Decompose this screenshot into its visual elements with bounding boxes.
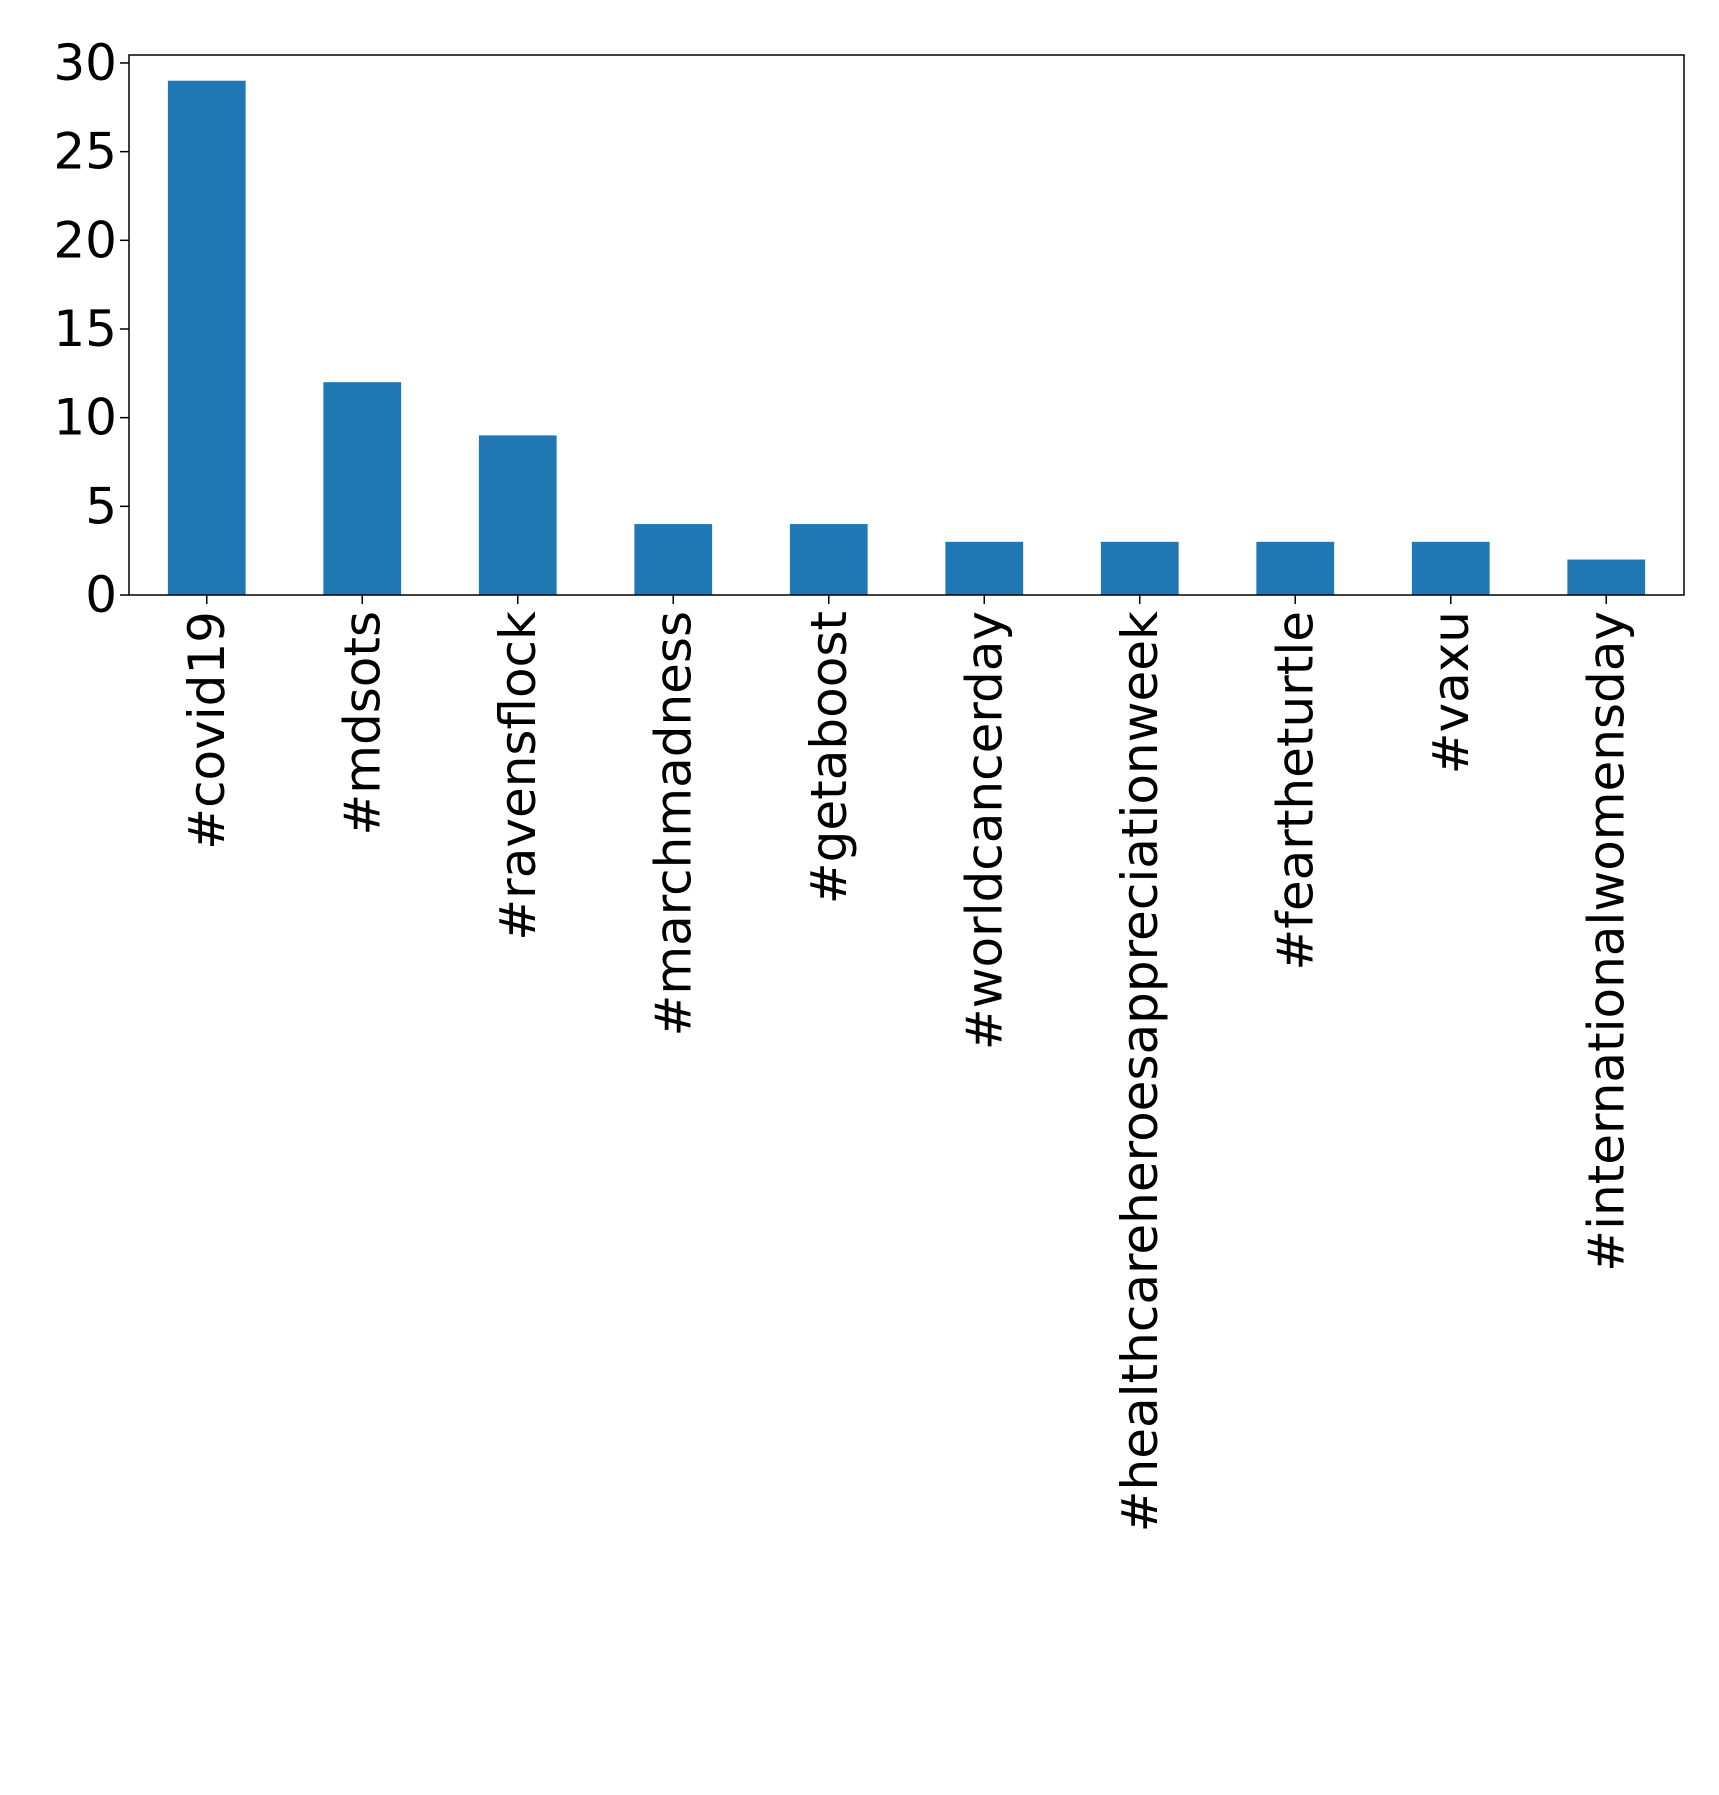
x-tick-label: #internationalwomensday	[1577, 611, 1635, 1272]
x-tick-label: #mdsots	[333, 611, 391, 836]
bar-covid19	[167, 80, 246, 595]
y-tick-label: 5	[85, 477, 117, 535]
x-tick-label: #getaboost	[800, 611, 858, 904]
bar-worldcancerday	[945, 541, 1024, 595]
x-tick-label: #ravensflock	[489, 611, 547, 941]
y-tick-label: 15	[53, 300, 117, 358]
bar-getaboost	[789, 524, 868, 595]
x-tick-label: #vaxu	[1422, 611, 1480, 774]
bars-layer	[167, 80, 1646, 595]
x-tick-label: #feartheturtle	[1266, 611, 1324, 971]
y-axis: 0 5 10 15 20 25 30	[53, 34, 129, 624]
y-tick-label: 30	[53, 34, 117, 92]
y-tick-label: 20	[53, 211, 117, 269]
y-tick-label: 25	[53, 123, 117, 181]
y-tick-label: 0	[85, 566, 117, 624]
bar-internationalwomensday	[1567, 559, 1646, 595]
x-tick-label: #covid19	[178, 611, 236, 850]
x-axis: #covid19 #mdsots #ravensflock #marchmadness…	[178, 595, 1635, 1532]
x-tick-label: #healthcareheroesappreciationweek	[1111, 611, 1169, 1532]
x-tick-label: #marchmadness	[644, 611, 702, 1037]
bar-ravensflock	[478, 435, 557, 595]
bar-marchmadness	[634, 524, 713, 595]
bar-healthcareheroesappreciationweek	[1100, 541, 1179, 595]
x-tick-label: #worldcancerday	[955, 611, 1013, 1050]
bar-mdsots	[323, 382, 402, 595]
plot-frame	[128, 54, 1685, 596]
bar-feartheturtle	[1256, 541, 1335, 595]
bar-vaxu	[1411, 541, 1490, 595]
y-tick-label: 10	[53, 389, 117, 447]
